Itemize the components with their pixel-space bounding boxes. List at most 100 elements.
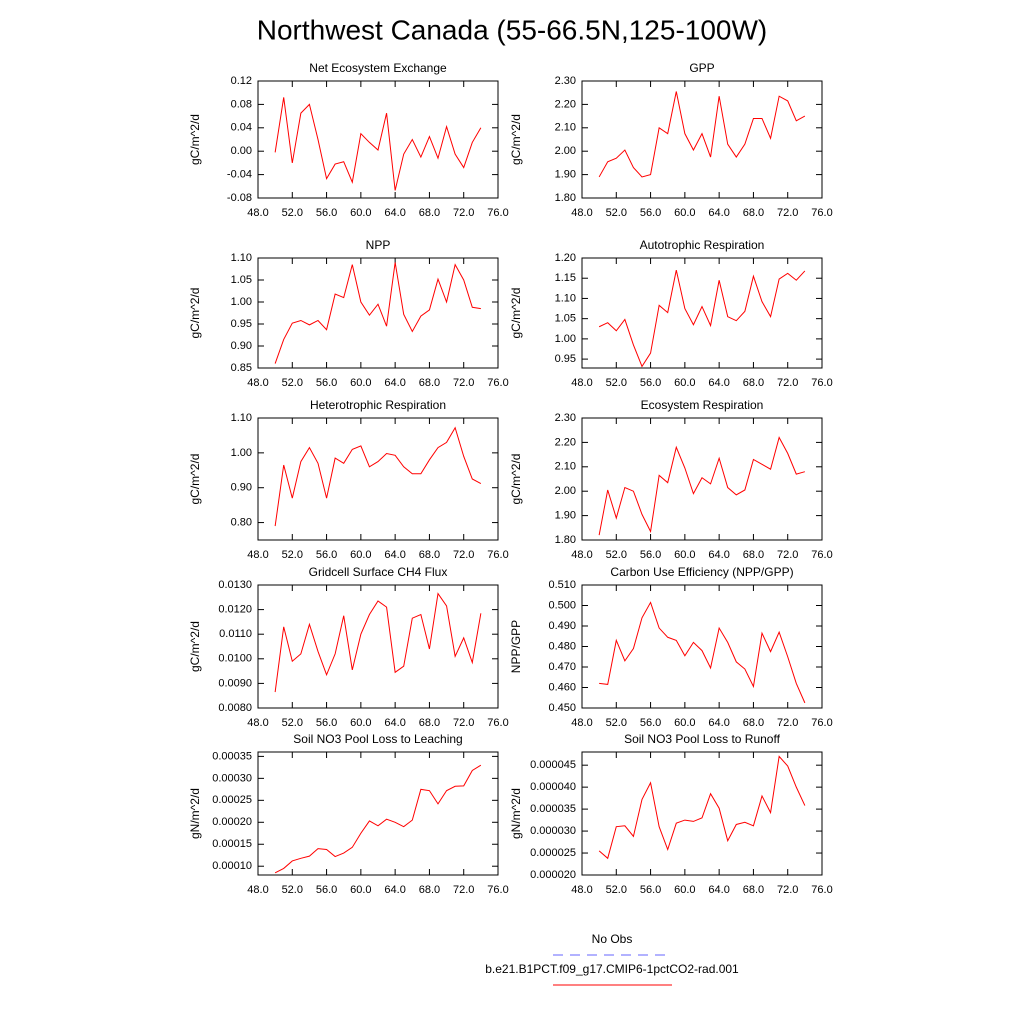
x-tick-label: 56.0 [640, 717, 661, 729]
plot-frame [581, 751, 823, 876]
panel-title: Soil NO3 Pool Loss to Runoff [624, 732, 781, 746]
x-tick-label: 64.0 [708, 717, 729, 729]
legend-label: b.e21.B1PCT.f09_g17.CMIP6-1pctCO2-rad.00… [485, 962, 739, 976]
y-tick-label: 0.00015 [212, 838, 252, 850]
y-tick-label: 0.000040 [530, 781, 576, 793]
y-tick-label: 0.00025 [212, 794, 252, 806]
x-tick-label: 68.0 [743, 717, 764, 729]
y-tick-label: 0.00010 [212, 860, 252, 872]
x-tick-label: 76.0 [811, 884, 832, 896]
y-tick-label: 0.00030 [212, 772, 252, 784]
x-tick-label: 56.0 [316, 884, 337, 896]
y-tick-label: 0.08 [231, 98, 252, 110]
panel-title: Net Ecosystem Exchange [309, 61, 447, 75]
y-tick-label: 0.490 [548, 620, 576, 632]
y-axis-label: gC/m^2/d [509, 288, 523, 339]
x-tick-label: 48.0 [571, 884, 592, 896]
x-tick-label: 64.0 [384, 207, 405, 219]
x-tick-label: 60.0 [674, 377, 695, 389]
y-tick-label: 0.90 [231, 482, 252, 494]
y-tick-label: 0.500 [548, 599, 576, 611]
data-line [598, 755, 806, 860]
y-tick-label: 1.10 [231, 252, 252, 264]
data-line [598, 270, 806, 368]
y-tick-label: 1.20 [555, 252, 576, 264]
y-axis-label: gC/m^2/d [188, 114, 202, 165]
x-tick-label: 48.0 [571, 549, 592, 561]
x-tick-label: 48.0 [571, 207, 592, 219]
x-tick-label: 68.0 [743, 549, 764, 561]
x-tick-label: 48.0 [571, 377, 592, 389]
x-tick-label: 76.0 [811, 377, 832, 389]
x-tick-label: 72.0 [453, 884, 474, 896]
x-tick-label: 76.0 [487, 549, 508, 561]
y-tick-label: 1.90 [555, 510, 576, 522]
x-tick-label: 52.0 [282, 207, 303, 219]
y-tick-label: 2.20 [555, 436, 576, 448]
x-tick-label: 56.0 [640, 377, 661, 389]
y-tick-label: 2.00 [555, 485, 576, 497]
x-tick-label: 76.0 [487, 207, 508, 219]
y-tick-label: -0.04 [227, 169, 252, 181]
x-tick-label: 76.0 [487, 884, 508, 896]
panel-title: Autotrophic Respiration [640, 238, 765, 252]
panel-title: Carbon Use Efficiency (NPP/GPP) [610, 565, 793, 579]
data-line [274, 592, 482, 693]
x-tick-label: 64.0 [384, 549, 405, 561]
x-tick-label: 60.0 [350, 549, 371, 561]
y-tick-label: 0.000030 [530, 825, 576, 837]
y-tick-label: 0.480 [548, 640, 576, 652]
x-tick-label: 60.0 [350, 377, 371, 389]
data-line [599, 601, 806, 704]
x-tick-label: 68.0 [419, 884, 440, 896]
x-tick-label: 72.0 [453, 549, 474, 561]
x-tick-label: 72.0 [453, 717, 474, 729]
y-tick-label: 0.0100 [218, 653, 252, 665]
y-tick-label: 1.00 [231, 296, 252, 308]
x-tick-label: 60.0 [350, 207, 371, 219]
y-tick-label: 0.0120 [218, 604, 252, 616]
x-tick-label: 52.0 [282, 717, 303, 729]
legend-label: No Obs [592, 932, 633, 946]
data-line [274, 764, 482, 874]
figure-title: Northwest Canada (55-66.5N,125-100W) [257, 14, 767, 45]
plot-frame [581, 417, 823, 541]
x-tick-label: 52.0 [606, 717, 627, 729]
y-tick-label: 0.470 [548, 661, 576, 673]
panel-title: Heterotrophic Respiration [310, 398, 446, 412]
y-axis-label: gC/m^2/d [188, 621, 202, 672]
y-tick-label: 0.80 [231, 516, 252, 528]
x-tick-label: 60.0 [350, 884, 371, 896]
y-tick-label: 0.00 [231, 145, 252, 157]
y-tick-label: 1.00 [555, 333, 576, 345]
y-tick-label: 0.95 [231, 318, 252, 330]
x-tick-label: 68.0 [419, 207, 440, 219]
x-tick-label: 56.0 [316, 377, 337, 389]
y-tick-label: 0.00035 [212, 750, 252, 762]
y-tick-label: 0.0090 [218, 677, 252, 689]
x-tick-label: 52.0 [606, 884, 627, 896]
x-tick-label: 56.0 [640, 884, 661, 896]
y-tick-label: 2.00 [555, 145, 576, 157]
y-tick-label: 0.000035 [530, 803, 576, 815]
x-tick-label: 52.0 [282, 884, 303, 896]
x-tick-label: 72.0 [777, 377, 798, 389]
y-tick-label: 2.10 [555, 461, 576, 473]
plot-frame [257, 257, 499, 369]
y-tick-label: 0.510 [548, 579, 576, 591]
x-tick-label: 72.0 [777, 717, 798, 729]
x-tick-label: 60.0 [674, 717, 695, 729]
y-tick-label: 0.95 [555, 353, 576, 365]
y-axis-label: gC/m^2/d [188, 454, 202, 505]
panel-title: Soil NO3 Pool Loss to Leaching [293, 732, 462, 746]
x-tick-label: 52.0 [606, 207, 627, 219]
y-tick-label: 1.10 [555, 292, 576, 304]
y-tick-label: 0.0110 [219, 628, 252, 640]
y-tick-label: 0.85 [231, 362, 252, 374]
x-tick-label: 72.0 [453, 377, 474, 389]
x-tick-label: 72.0 [777, 207, 798, 219]
y-tick-label: 2.30 [555, 75, 576, 87]
y-tick-label: 2.20 [555, 98, 576, 110]
y-tick-label: 1.80 [555, 534, 576, 546]
